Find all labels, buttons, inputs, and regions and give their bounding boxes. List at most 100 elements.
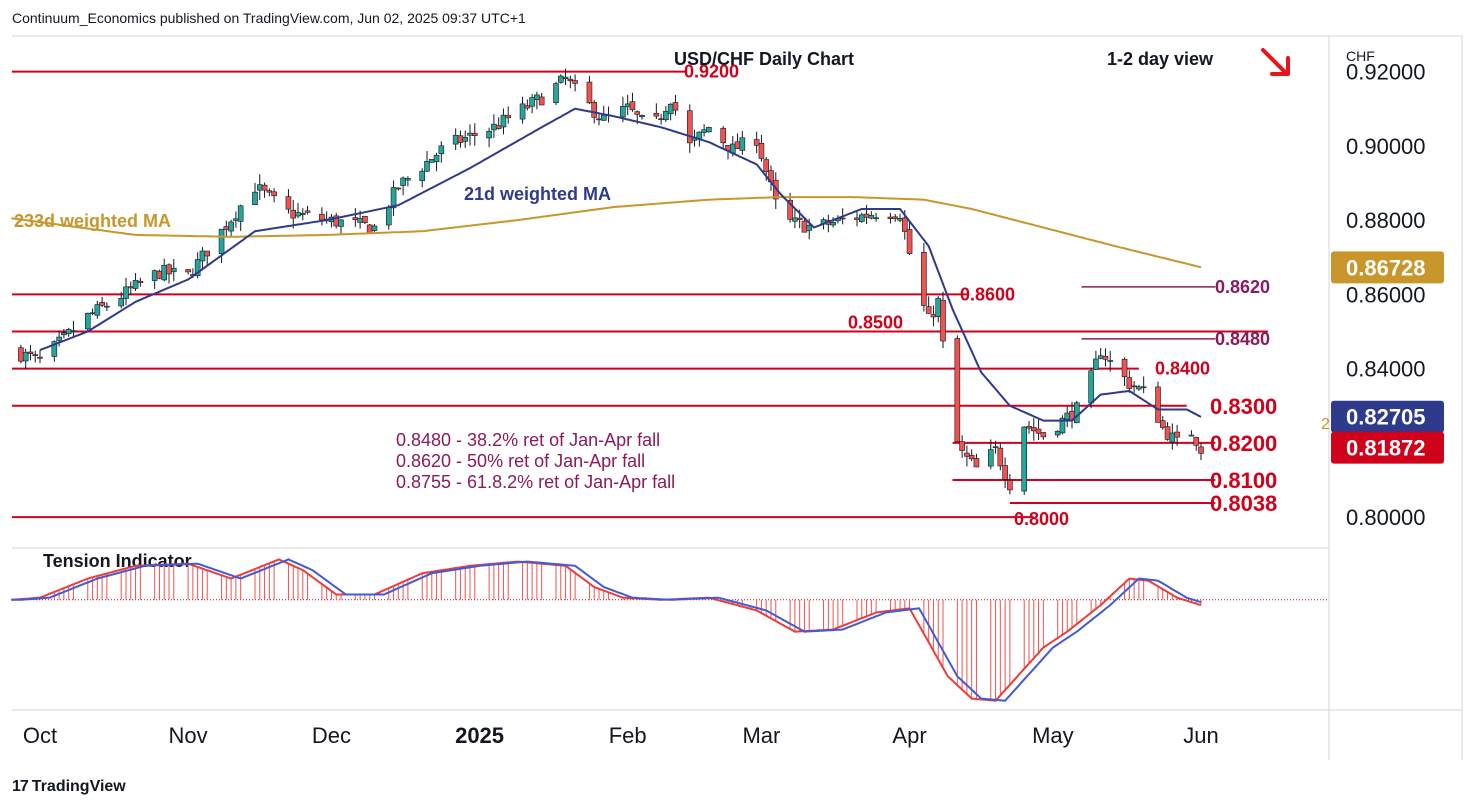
candle-body[interactable] <box>987 449 994 467</box>
candle-body[interactable] <box>567 78 574 82</box>
candle-body[interactable] <box>252 191 258 206</box>
candle-body[interactable] <box>921 252 927 306</box>
candle-body[interactable] <box>839 217 846 220</box>
candle-body[interactable] <box>70 330 77 332</box>
candle-body[interactable] <box>935 298 942 317</box>
candle-body[interactable] <box>37 356 43 359</box>
candle-body[interactable] <box>529 97 535 107</box>
candle-body[interactable] <box>457 135 464 143</box>
candle-body[interactable] <box>706 127 712 133</box>
candle-body[interactable] <box>720 127 727 144</box>
candle-body[interactable] <box>137 280 144 283</box>
candle-body[interactable] <box>261 184 268 191</box>
candle-body[interactable] <box>185 269 191 273</box>
candle-body[interactable] <box>89 312 96 315</box>
candle-body[interactable] <box>534 94 540 101</box>
candle-body[interactable] <box>228 221 234 232</box>
candle-body[interactable] <box>1164 426 1171 440</box>
candle-body[interactable] <box>634 111 641 115</box>
candle-body[interactable] <box>672 102 679 111</box>
candle-body[interactable] <box>18 347 24 362</box>
candle-body[interactable] <box>792 217 798 222</box>
candle-body[interactable] <box>959 441 965 451</box>
candle-body[interactable] <box>538 96 545 106</box>
candle-body[interactable] <box>624 103 631 108</box>
candle-body[interactable] <box>572 80 578 84</box>
candle-body[interactable] <box>868 215 875 219</box>
candle-body[interactable] <box>285 196 292 210</box>
candle-body[interactable] <box>1021 426 1028 492</box>
candle-body[interactable] <box>299 212 306 215</box>
candle-body[interactable] <box>973 458 980 468</box>
candle-body[interactable] <box>1064 412 1071 420</box>
candle-body[interactable] <box>319 213 325 221</box>
candle-body[interactable] <box>199 250 206 262</box>
ma21-line[interactable] <box>39 107 1202 422</box>
candle-body[interactable] <box>600 114 607 121</box>
candle-body[interactable] <box>400 177 406 186</box>
candle-body[interactable] <box>271 191 277 197</box>
candle-body[interactable] <box>763 159 770 172</box>
candle-body[interactable] <box>1026 425 1032 429</box>
candle-body[interactable] <box>166 264 172 275</box>
candle-body[interactable] <box>194 259 201 277</box>
candle-body[interactable] <box>562 76 569 80</box>
candle-body[interactable] <box>734 141 741 150</box>
candle-body[interactable] <box>954 338 961 442</box>
candle-body[interactable] <box>357 218 363 223</box>
candle-body[interactable] <box>739 137 746 151</box>
candle-body[interactable] <box>1007 480 1013 491</box>
tradingview-logo[interactable]: 17 TradingView <box>12 778 126 796</box>
candle-body[interactable] <box>419 170 426 182</box>
candle-body[interactable] <box>1198 446 1204 454</box>
candle-body[interactable] <box>925 306 932 314</box>
candle-body[interactable] <box>1136 386 1142 390</box>
candle-body[interactable] <box>553 83 559 104</box>
candle-body[interactable] <box>462 137 469 142</box>
candle-body[interactable] <box>1174 431 1180 438</box>
candle-body[interactable] <box>1107 360 1114 362</box>
candle-body[interactable] <box>1073 402 1080 424</box>
candle-body[interactable] <box>1059 417 1066 434</box>
candle-body[interactable] <box>1002 465 1008 480</box>
candle-body[interactable] <box>256 184 263 191</box>
candle-body[interactable] <box>796 217 803 220</box>
candle-body[interactable] <box>858 214 865 222</box>
candle-body[interactable] <box>204 250 211 257</box>
tension-main-line[interactable] <box>11 558 1202 702</box>
candle-body[interactable] <box>658 118 664 120</box>
candle-body[interactable] <box>237 205 244 222</box>
candle-body[interactable] <box>992 446 999 448</box>
candle-body[interactable] <box>586 81 593 104</box>
candle-body[interactable] <box>1126 377 1133 389</box>
candle-body[interactable] <box>1088 370 1094 404</box>
candle-body[interactable] <box>338 219 344 227</box>
candle-body[interactable] <box>801 220 808 233</box>
candle-body[interactable] <box>968 454 975 460</box>
candle-body[interactable] <box>385 207 392 226</box>
candle-body[interactable] <box>424 161 430 172</box>
candle-body[interactable] <box>686 110 693 144</box>
candle-body[interactable] <box>471 132 478 136</box>
candle-body[interactable] <box>118 298 125 307</box>
candle-body[interactable] <box>371 225 378 231</box>
candle-body[interactable] <box>887 216 894 220</box>
candle-body[interactable] <box>1054 431 1061 436</box>
tension-signal-line[interactable] <box>11 558 1202 702</box>
time-axis[interactable]: Oct Nov Dec 2025 Feb Mar Apr May Jun <box>23 723 1219 748</box>
candle-body[interactable] <box>452 134 459 145</box>
candle-body[interactable] <box>405 178 411 181</box>
candle-body[interactable] <box>753 139 760 146</box>
candle-body[interactable] <box>873 217 879 220</box>
price-axis[interactable]: 0.92000 0.90000 0.88000 0.86000 0.84000 0.800… <box>1346 60 1426 531</box>
candle-body[interactable] <box>266 190 273 193</box>
candle-body[interactable] <box>61 332 67 336</box>
candle-body[interactable] <box>467 132 473 136</box>
candle-body[interactable] <box>1159 420 1166 428</box>
candle-body[interactable] <box>500 114 507 128</box>
candle-body[interactable] <box>51 341 58 357</box>
candle-body[interactable] <box>1193 437 1200 446</box>
candle-body[interactable] <box>132 280 139 289</box>
candle-body[interactable] <box>787 199 793 220</box>
